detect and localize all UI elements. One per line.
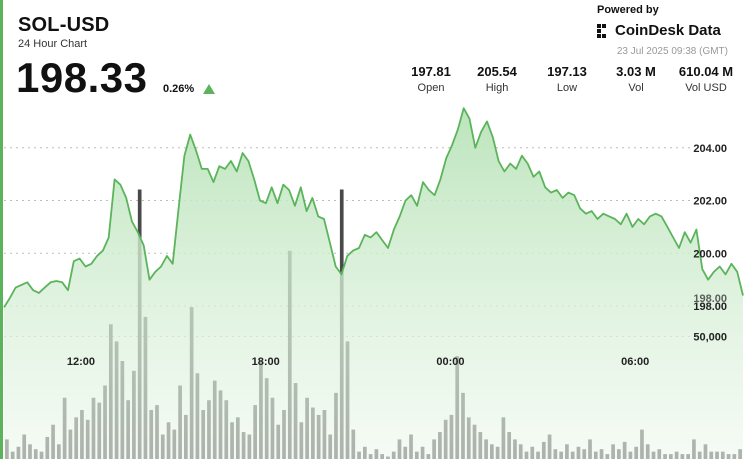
volume-tick-label: 50,000 xyxy=(693,332,727,344)
page-title: SOL-USD xyxy=(18,14,110,36)
stat-vol: 3.03 M Vol xyxy=(591,64,681,94)
current-price: 198.33 xyxy=(16,54,148,101)
powered-by-label: Powered by xyxy=(597,4,659,16)
stat-open-label: Open xyxy=(417,82,445,94)
stat-low: 197.13 Low xyxy=(522,64,612,94)
price-change: 0.26% xyxy=(163,83,195,95)
brand-name: CoinDesk Data xyxy=(615,22,721,39)
y-tick-label: 204.00 xyxy=(693,143,727,155)
x-tick-label: 18:00 xyxy=(252,356,280,368)
x-tick-label: 06:00 xyxy=(621,356,649,368)
stat-vol-value: 3.03 M xyxy=(616,64,656,79)
chart-subtitle: 24 Hour Chart xyxy=(18,38,88,50)
price-area xyxy=(4,108,743,459)
current-price-marker: 198.00 xyxy=(693,293,727,305)
stat-low-value: 197.13 xyxy=(547,64,587,79)
stat-high-value: 205.54 xyxy=(477,64,517,79)
stat-open: 197.81 Open xyxy=(386,64,476,94)
stat-open-value: 197.81 xyxy=(411,64,451,79)
x-tick-label: 12:00 xyxy=(67,356,95,368)
stat-vol-usd-label: Vol USD xyxy=(685,82,727,94)
triangle-up-icon xyxy=(203,84,215,94)
stat-high-label: High xyxy=(485,82,509,94)
price-line xyxy=(3,107,744,308)
stat-high: 205.54 High xyxy=(452,64,542,94)
timestamp: 23 Jul 2025 09:38 (GMT) xyxy=(616,46,728,57)
y-tick-label: 198.00 xyxy=(693,301,727,313)
stat-vol-usd-value: 610.04 M xyxy=(678,64,734,79)
stat-vol-usd: 610.04 M Vol USD xyxy=(661,64,745,94)
y-tick-label: 202.00 xyxy=(693,196,727,208)
coindesk-logo-icon xyxy=(597,23,611,38)
y-tick-label: 200.00 xyxy=(693,248,727,260)
x-tick-label: 00:00 xyxy=(436,356,464,368)
brand-logo[interactable]: CoinDesk Data xyxy=(597,22,721,39)
accent-bar xyxy=(0,0,3,459)
stat-low-label: Low xyxy=(556,82,578,94)
stat-vol-label: Vol xyxy=(628,82,644,94)
